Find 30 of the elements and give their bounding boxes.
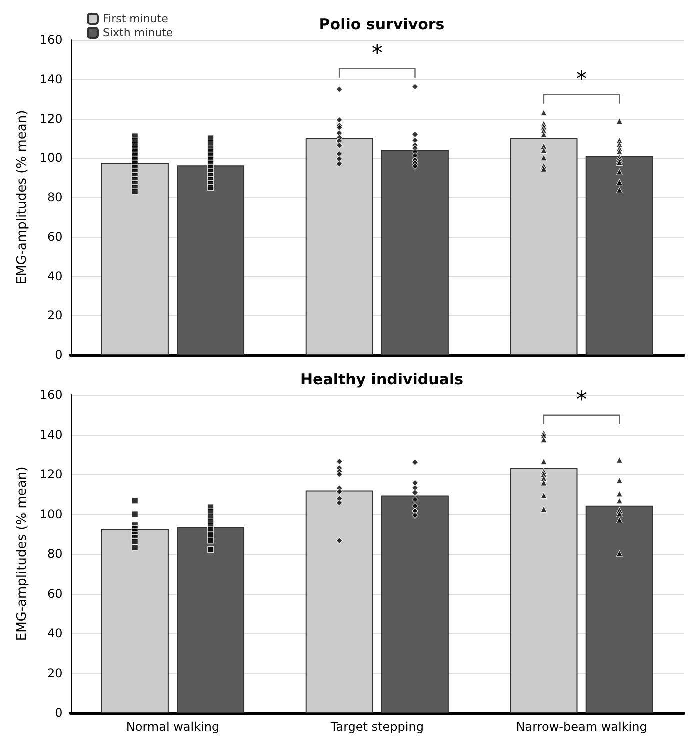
y-tick-label: 20 [48, 666, 63, 680]
y-tick-label: 40 [48, 269, 63, 284]
y-tick-label: 0 [55, 348, 63, 362]
y-tick-label: 40 [48, 626, 63, 640]
y-tick-label: 100 [40, 507, 63, 522]
legend-label: Sixth minute [103, 26, 174, 40]
y-tick-label: 20 [48, 308, 63, 323]
annotation: * [576, 67, 588, 92]
y-tick-label: 60 [48, 586, 63, 601]
y-tick-label: 0 [55, 706, 63, 720]
y-tick-label: 160 [40, 33, 63, 47]
y-tick-label: 160 [40, 388, 63, 402]
y-tick-label: 100 [40, 151, 63, 166]
y-tick-label: 60 [48, 230, 63, 244]
annotation: * [576, 388, 588, 413]
y-tick-label: 120 [40, 468, 63, 482]
y-tick-label: 140 [40, 72, 63, 86]
chart-title: Polio survivors [319, 16, 445, 34]
y-tick-label: 140 [40, 428, 63, 442]
legend-label: First minute [103, 12, 169, 26]
y-tick-label: 80 [48, 190, 63, 204]
y-tick-label: 80 [48, 547, 63, 561]
y-axis-title: EMG-amplitudes (% mean) [15, 110, 30, 285]
x-tick-label: Normal walking [126, 720, 220, 734]
y-tick-label: 120 [40, 112, 63, 126]
x-tick-label: Narrow-beam walking [516, 720, 648, 734]
chart-title: Healthy individuals [300, 370, 464, 388]
y-axis-title: EMG-amplitudes (% mean) [15, 466, 30, 642]
annotation: * [372, 41, 383, 66]
x-tick-label: Target stepping [330, 720, 424, 734]
